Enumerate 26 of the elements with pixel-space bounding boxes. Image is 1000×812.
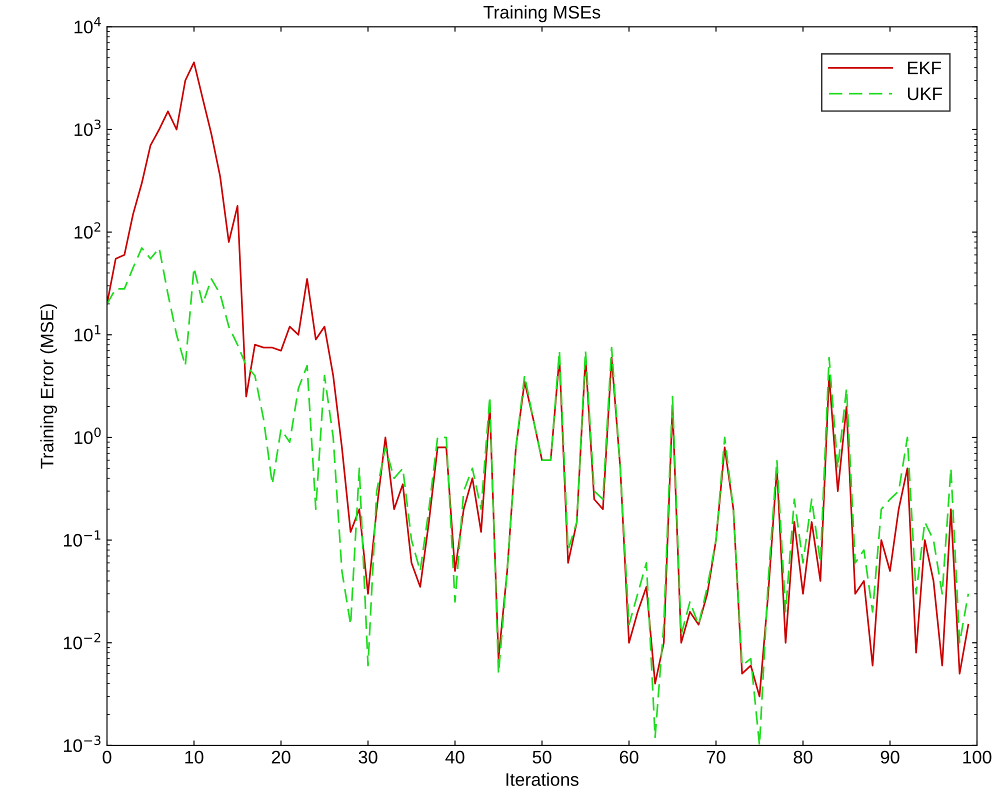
x-tick-label: 30 — [358, 750, 378, 764]
y-tick-label: 10$^{−3}$ — [64, 736, 100, 752]
legend-label: UKF — [908, 88, 942, 100]
x-tick-label: 40 — [445, 750, 464, 764]
y-axis-title: Training Error (MSE) — [40, 304, 58, 469]
y-tick-label: 10$^{0}$ — [74, 428, 101, 444]
x-tick-label: 50 — [532, 750, 552, 764]
y-tick-label: 10$^{−2}$ — [64, 632, 100, 650]
legend-label: EKF — [908, 62, 941, 74]
x-tick-label: 80 — [794, 750, 812, 764]
y-tick-label: 10$^{−1}$ — [64, 530, 100, 547]
x-tick-label: 70 — [706, 750, 726, 764]
line-series — [107, 247, 970, 746]
y-tick-label: 10$^{1}$ — [74, 325, 100, 342]
x-tick-label: 100 — [963, 750, 992, 764]
y-tick-label: 10$^{3}$ — [74, 120, 101, 136]
x-tick-label: 90 — [880, 750, 900, 764]
y-tick-label: 10$^{2}$ — [74, 222, 100, 239]
chart-title: Training MSEs — [484, 5, 600, 22]
x-axis-title: Iterations — [506, 772, 578, 786]
x-tick-label: 20 — [272, 750, 290, 764]
x-tick-label: 0 — [102, 750, 112, 764]
x-tick-label: 60 — [620, 750, 638, 764]
x-tick-label: 10 — [185, 750, 204, 764]
y-tick-label: 10$^{4}$ — [74, 17, 101, 34]
line-series — [107, 62, 970, 698]
